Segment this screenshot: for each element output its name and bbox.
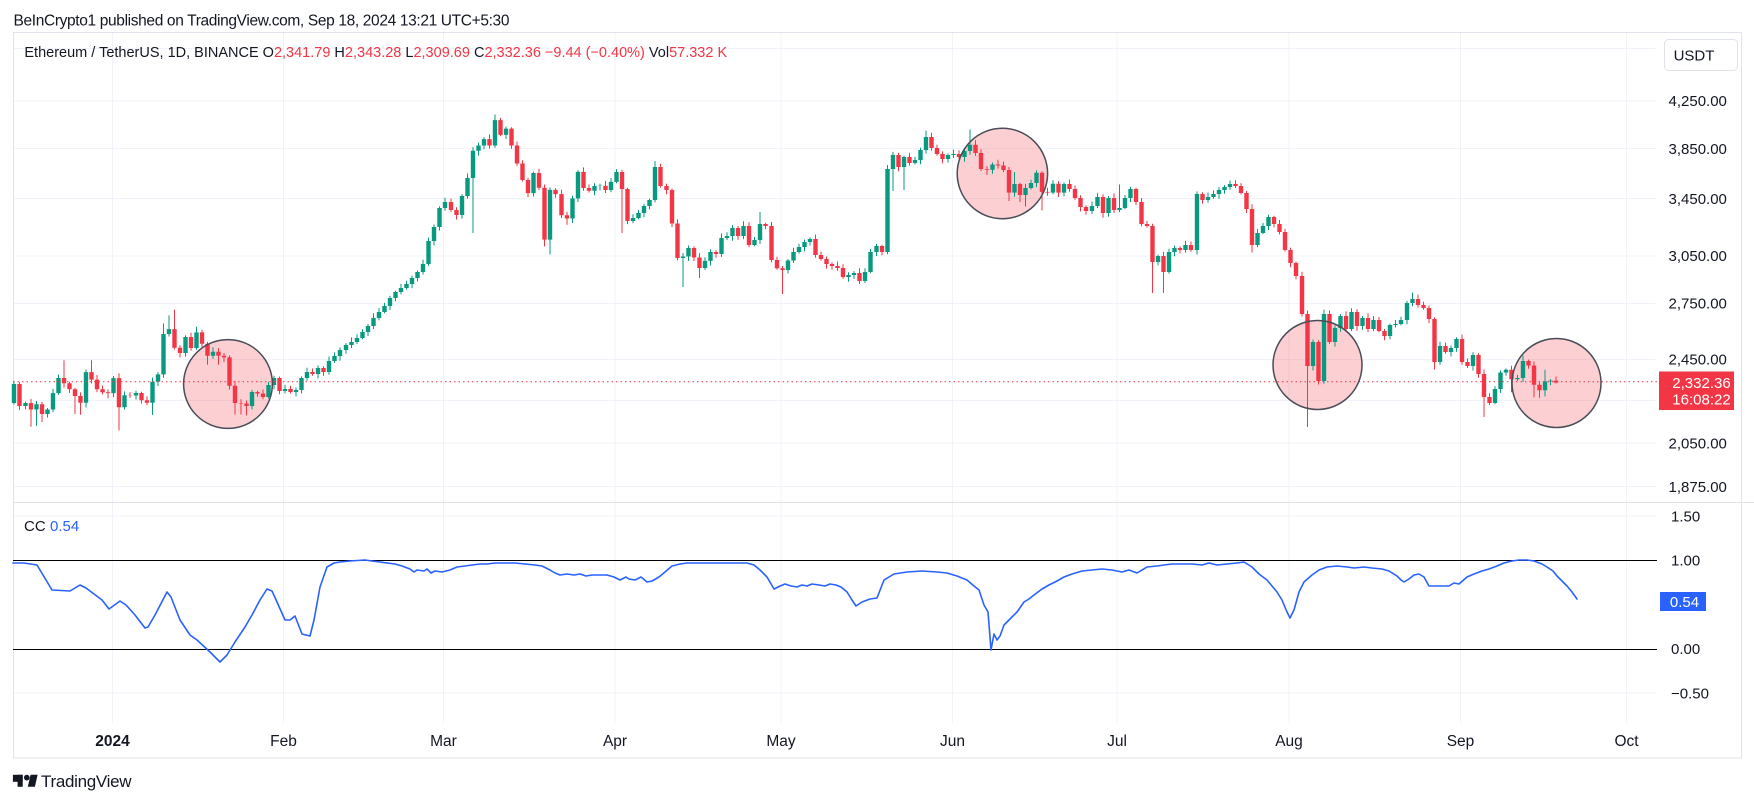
svg-text:Oct: Oct: [1614, 733, 1639, 750]
svg-text:Mar: Mar: [430, 733, 457, 750]
svg-text:CC: CC: [24, 518, 46, 535]
svg-text:−0.50: −0.50: [1671, 685, 1709, 702]
svg-text:3,850.00: 3,850.00: [1669, 141, 1727, 158]
svg-text:May: May: [766, 733, 796, 750]
svg-text:3,450.00: 3,450.00: [1669, 191, 1727, 208]
svg-text:0.54: 0.54: [50, 518, 79, 535]
svg-text:16:08:22: 16:08:22: [1672, 392, 1730, 409]
svg-text:Jul: Jul: [1107, 733, 1127, 750]
svg-text:USDT: USDT: [1674, 48, 1715, 65]
svg-text:BeInCrypto1 published on Tradi: BeInCrypto1 published on TradingView.com…: [14, 13, 510, 30]
svg-text:4,250.00: 4,250.00: [1669, 93, 1727, 110]
svg-text:Feb: Feb: [270, 733, 297, 750]
svg-text:2,332.36: 2,332.36: [1672, 375, 1730, 392]
svg-text:1.50: 1.50: [1671, 508, 1700, 525]
svg-text:0.00: 0.00: [1671, 641, 1700, 658]
svg-text:2,450.00: 2,450.00: [1669, 352, 1727, 369]
svg-text:0.54: 0.54: [1670, 594, 1699, 611]
svg-text:2,750.00: 2,750.00: [1669, 296, 1727, 313]
svg-text:Apr: Apr: [603, 733, 627, 750]
svg-text:Ethereum / TetherUS, 1D, BINAN: Ethereum / TetherUS, 1D, BINANCE O2,341.…: [24, 45, 727, 61]
svg-text:1.00: 1.00: [1671, 553, 1700, 570]
svg-text:2024: 2024: [95, 733, 130, 750]
svg-text:Jun: Jun: [940, 733, 965, 750]
svg-text:Aug: Aug: [1275, 733, 1303, 750]
svg-text:Sep: Sep: [1447, 733, 1475, 750]
svg-text:1,875.00: 1,875.00: [1669, 479, 1727, 496]
svg-text:TradingView: TradingView: [41, 772, 132, 791]
svg-text:3,050.00: 3,050.00: [1669, 248, 1727, 265]
svg-text:2,050.00: 2,050.00: [1669, 435, 1727, 452]
